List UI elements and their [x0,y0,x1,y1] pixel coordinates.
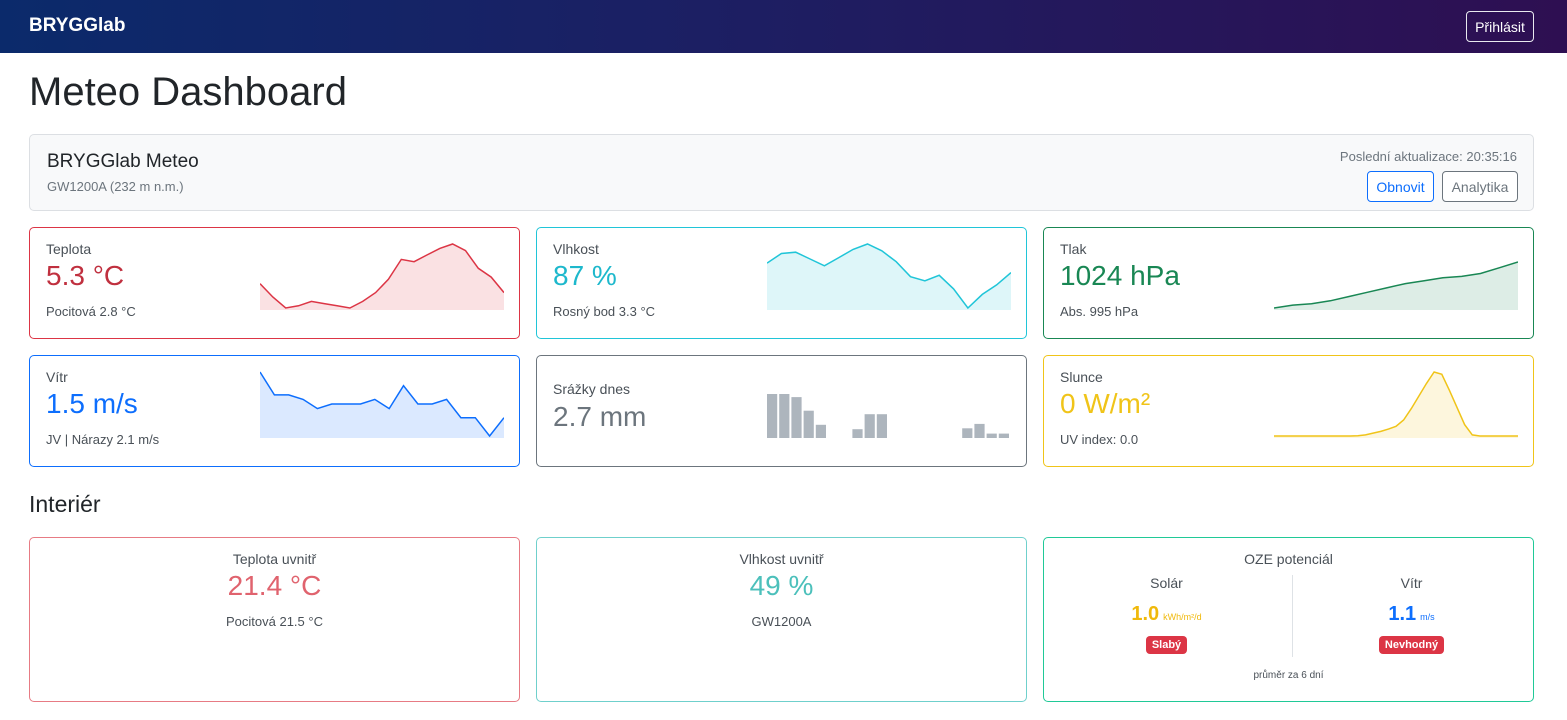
interior-temperature-value: 21.4 °C [227,570,322,601]
station-header: BRYGGlab Meteo GW1200A (232 m n.m.) Posl… [29,134,1534,211]
oze-wind-unit: m/s [1420,612,1435,622]
sun-label: Slunce [1060,369,1103,385]
oze-title: OZE potenciál [1244,551,1333,567]
sun-card: Slunce 0 W/m² UV index: 0.0 [1043,355,1534,467]
wind-direction-gusts: JV | Nárazy 2.1 m/s [46,432,160,447]
oze-wind-value: 1.1 [1388,603,1417,625]
interior-feels-like: Pocitová 21.5 °C [226,614,323,629]
feels-like-temperature: Pocitová 2.8 °C [46,304,136,319]
rain-label: Srážky dnes [553,381,631,397]
oze-wind-label: Vítr [1400,575,1423,591]
rain-bar [986,433,997,438]
last-update: Poslední aktualizace: 20:35:16 [1339,149,1517,164]
rain-bar [779,394,790,438]
oze-wind-value-wrap: 1.1 m/s [1289,603,1534,626]
rain-bar [962,428,973,438]
interior-humidity-label: Vlhkost uvnitř [739,551,824,567]
uv-index: UV index: 0.0 [1060,432,1139,447]
oze-divider [1292,575,1293,657]
temperature-card: Teplota 5.3 °C Pocitová 2.8 °C [29,227,520,339]
temperature-sparkline [260,243,504,310]
rain-bar [852,429,863,438]
login-button[interactable]: Přihlásit [1466,11,1534,42]
station-model: GW1200A (232 m n.m.) [47,179,184,194]
oze-potential-card: OZE potenciál Solár 1.0 kWh/m²/d Slabý Ví… [1043,537,1534,702]
pressure-sparkline [1274,261,1518,310]
page-title: Meteo Dashboard [29,70,347,114]
wind-sparkline-line [260,371,504,438]
pressure-card: Tlak 1024 hPa Abs. 995 hPa [1043,227,1534,339]
pressure-label: Tlak [1060,241,1087,257]
station-name: BRYGGlab Meteo [47,151,199,172]
rain-bar [803,410,814,438]
rain-bar-chart [767,394,1009,438]
sun-sparkline-line [1274,371,1518,437]
oze-average-note: průměr za 6 dní [1253,670,1324,681]
rain-bar [791,397,802,438]
rain-bar [974,423,985,438]
interior-humidity-card: Vlhkost uvnitř 49 % GW1200A [536,537,1027,702]
navbar: BRYGGlab Přihlásit [0,0,1567,53]
interior-humidity-value: 49 % [749,570,814,601]
rain-bar [876,414,887,438]
refresh-button[interactable]: Obnovit [1367,171,1434,202]
brand-logo[interactable]: BRYGGlab [29,15,126,36]
sun-sparkline [1274,371,1518,438]
oze-solar-value-wrap: 1.0 kWh/m²/d [1044,603,1289,626]
analytics-button[interactable]: Analytika [1442,171,1518,202]
temperature-value: 5.3 °C [46,260,125,291]
humidity-value: 87 % [553,260,617,291]
interior-section-title: Interiér [29,491,101,517]
wind-label: Vítr [46,369,68,385]
wind-sparkline-area [260,372,504,438]
oze-solar: Solár 1.0 kWh/m²/d Slabý [1044,575,1289,654]
wind-sparkline [260,371,504,438]
temperature-sparkline-area [260,244,504,310]
rain-value: 2.7 mm [553,401,647,432]
pressure-sparkline-line [1274,261,1518,309]
rain-card: Srážky dnes 2.7 mm [536,355,1027,467]
absolute-pressure: Abs. 995 hPa [1060,304,1139,319]
temperature-label: Teplota [46,241,92,257]
sun-sparkline-area [1274,372,1518,438]
solar-radiation-value: 0 W/m² [1060,388,1151,419]
oze-solar-value: 1.0 [1131,603,1160,625]
oze-solar-badge: Slabý [1145,636,1188,654]
humidity-sparkline-area [767,244,1011,310]
rain-bar [767,394,778,438]
rain-bar [815,424,826,438]
wind-value: 1.5 m/s [46,388,138,419]
interior-temperature-card: Teplota uvnitř 21.4 °C Pocitová 21.5 °C [29,537,520,702]
humidity-sparkline-line [767,243,1011,310]
oze-wind: Vítr 1.1 m/s Nevhodný [1289,575,1534,654]
interior-temperature-label: Teplota uvnitř [232,551,317,567]
wind-card: Vítr 1.5 m/s JV | Nárazy 2.1 m/s [29,355,520,467]
dew-point: Rosný bod 3.3 °C [553,304,656,319]
rain-bar [864,414,875,438]
oze-wind-badge: Nevhodný [1378,636,1445,654]
oze-solar-unit: kWh/m²/d [1163,612,1202,622]
rain-bar [998,433,1009,438]
interior-device: GW1200A [751,614,812,629]
humidity-label: Vlhkost [553,241,599,257]
pressure-value: 1024 hPa [1060,260,1180,291]
humidity-card: Vlhkost 87 % Rosný bod 3.3 °C [536,227,1027,339]
oze-solar-label: Solár [1150,575,1183,591]
temperature-sparkline-line [260,243,504,309]
humidity-sparkline [767,243,1011,310]
